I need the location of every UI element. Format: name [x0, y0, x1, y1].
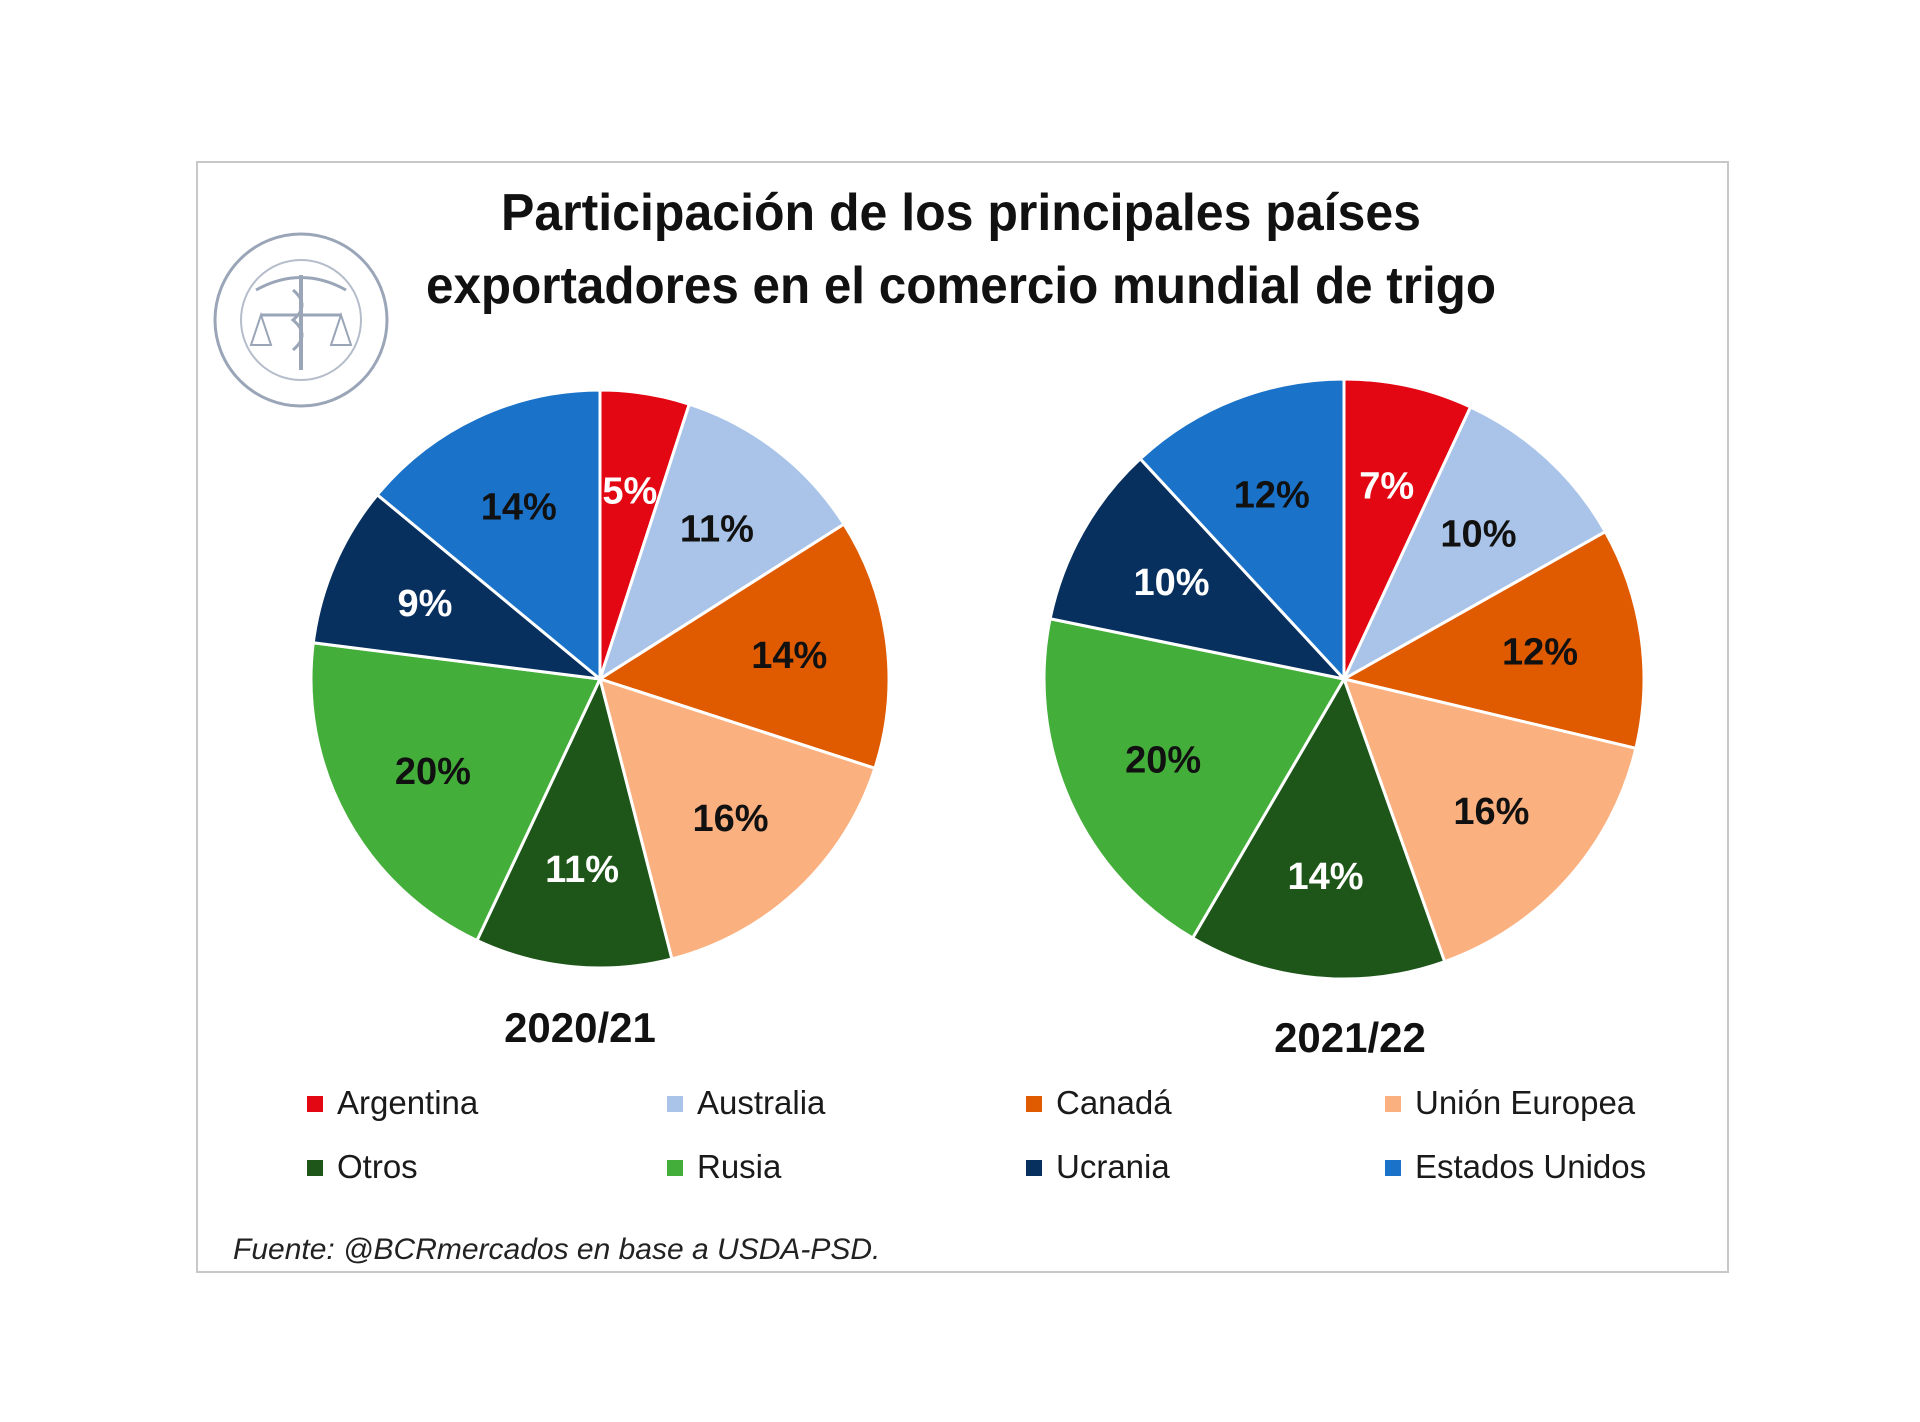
source-note: Fuente: @BCRmercados en base a USDA-PSD. [233, 1233, 880, 1266]
legend-label-rusia: Rusia [697, 1148, 782, 1185]
data-label-rusia: 20% [1125, 740, 1201, 782]
pie-slice-estados-unidos [375, 388, 602, 683]
data-label-australia: 11% [680, 508, 754, 550]
data-label-estados-unidos: 12% [1234, 475, 1310, 517]
pie-slice-rusia [1042, 616, 1347, 941]
legend-swatch-australia [667, 1096, 683, 1112]
pie-slice-ucrania [1048, 456, 1349, 682]
logo-seal [213, 232, 389, 408]
pie-slice-ucrania [311, 492, 605, 682]
legend-swatch-ucrania [1026, 1160, 1042, 1176]
data-label-australia: 10% [1440, 514, 1516, 556]
pie-slice-otros [1190, 675, 1447, 981]
pie-2021-22: 7% 10% 12% 16% 14% 20% 10% 12% [1042, 377, 1646, 981]
legend-label-ucrania: Ucrania [1056, 1148, 1170, 1185]
legend-swatch-rusia [667, 1160, 683, 1176]
data-label-canada: 12% [1502, 631, 1578, 673]
legend-swatch-argentina [307, 1096, 323, 1112]
legend-swatch-canada [1026, 1096, 1042, 1112]
legend-label-union-europea: Unión Europea [1415, 1084, 1636, 1121]
pie-subtitle-2021-22: 2021/22 [1274, 1014, 1426, 1061]
legend-label-estados-unidos: Estados Unidos [1415, 1148, 1646, 1185]
chart-title-line-2: exportadores en el comercio mundial de t… [426, 257, 1496, 315]
data-label-rusia: 20% [395, 751, 471, 793]
legend-swatch-estados-unidos [1385, 1160, 1401, 1176]
pie-slice-australia [597, 402, 847, 683]
pie-slice-union-europea [597, 676, 877, 961]
data-label-canada: 14% [751, 635, 827, 677]
legend-swatch-otros [307, 1160, 323, 1176]
pie-slice-canada [596, 522, 891, 771]
pie-slice-rusia [309, 641, 603, 943]
pie-slice-argentina [1342, 377, 1473, 680]
data-label-union-europea: 16% [1453, 791, 1529, 833]
pie-slice-otros [474, 674, 674, 970]
data-label-argentina: 7% [1359, 466, 1414, 508]
legend-label-canada: Canadá [1056, 1084, 1172, 1121]
data-label-otros: 14% [1288, 856, 1364, 898]
pie-slice-estados-unidos [1138, 377, 1346, 683]
legend-swatch-union-europea [1385, 1096, 1401, 1112]
legend-label-otros: Otros [337, 1148, 418, 1185]
pie-slice-australia [1340, 405, 1608, 683]
chart-frame [196, 161, 1729, 1273]
data-label-ucrania: 10% [1133, 562, 1209, 604]
data-label-ucrania: 9% [397, 583, 452, 625]
data-label-union-europea: 16% [693, 798, 769, 840]
chart-title-line-1: Participación de los principales países [501, 184, 1421, 242]
legend-label-australia: Australia [697, 1084, 826, 1121]
pie-2020-21: 5% 11% 14% 16% 11% 20% 9% 14% [309, 388, 891, 970]
legend: Argentina Australia Canadá Unión Europea Otr… [307, 1084, 1646, 1185]
pie-subtitle-2020-21: 2020/21 [504, 1004, 656, 1051]
data-label-argentina: 5% [602, 471, 657, 513]
data-label-estados-unidos: 14% [481, 486, 557, 528]
data-label-otros: 11% [545, 849, 619, 891]
pie-slice-union-europea [1341, 676, 1638, 964]
pie-slice-canada [1339, 529, 1646, 751]
legend-label-argentina: Argentina [337, 1084, 479, 1121]
